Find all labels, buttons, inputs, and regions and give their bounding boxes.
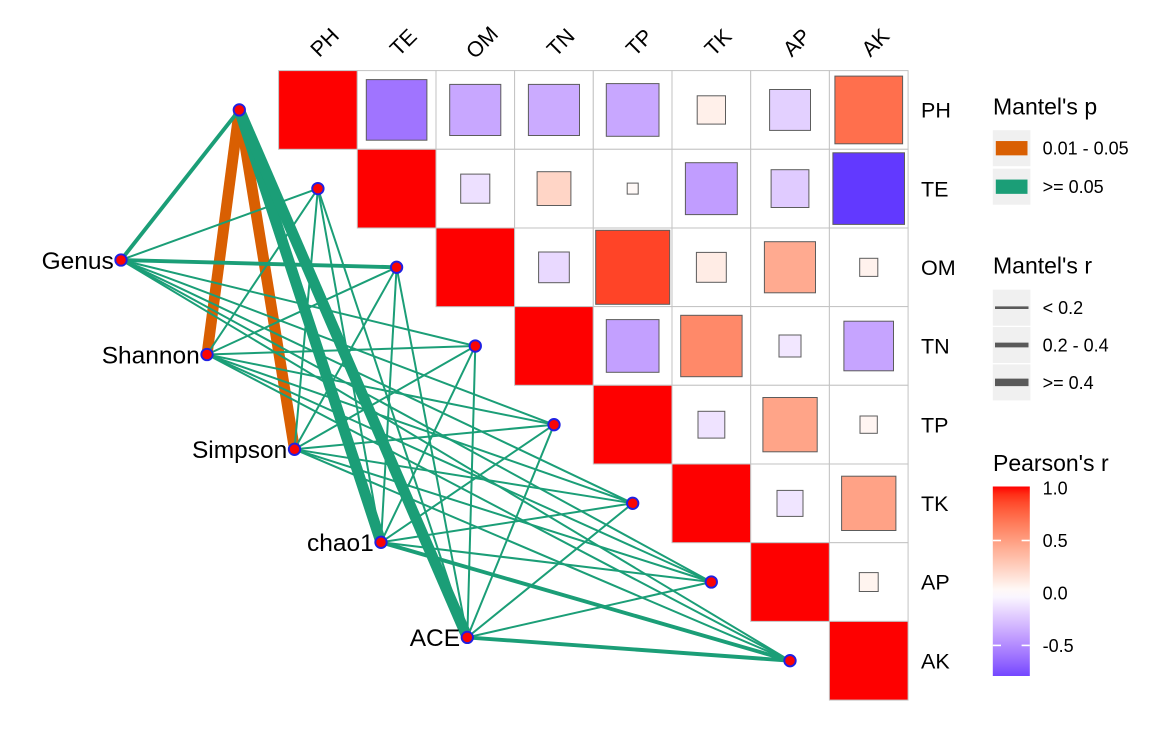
svg-text:PH: PH — [921, 99, 951, 123]
svg-text:0.0: 0.0 — [1043, 583, 1068, 603]
svg-text:Mantel's p: Mantel's p — [993, 93, 1097, 119]
svg-text:Pearson's r: Pearson's r — [993, 450, 1109, 476]
svg-text:AK: AK — [921, 649, 950, 673]
svg-text:Shannon: Shannon — [102, 342, 200, 369]
svg-text:1.0: 1.0 — [1043, 478, 1068, 498]
svg-text:Genus: Genus — [42, 248, 114, 275]
svg-text:AP: AP — [921, 571, 950, 595]
svg-text:TK: TK — [921, 492, 949, 516]
svg-text:OM: OM — [921, 256, 956, 280]
svg-text:0.2 - 0.4: 0.2 - 0.4 — [1043, 335, 1109, 355]
svg-text:TN: TN — [921, 335, 950, 359]
svg-text:>= 0.4: >= 0.4 — [1043, 373, 1094, 393]
svg-text:TE: TE — [921, 177, 948, 201]
svg-text:Mantel's r: Mantel's r — [993, 252, 1092, 278]
svg-text:< 0.2: < 0.2 — [1043, 298, 1084, 318]
svg-text:-0.5: -0.5 — [1043, 636, 1074, 656]
svg-text:ACE: ACE — [410, 625, 460, 652]
svg-text:Simpson: Simpson — [192, 437, 287, 464]
svg-text:>= 0.05: >= 0.05 — [1043, 177, 1104, 197]
svg-text:TP: TP — [921, 413, 948, 437]
svg-text:chao1: chao1 — [307, 530, 374, 557]
svg-text:0.5: 0.5 — [1043, 531, 1068, 551]
svg-text:0.01 - 0.05: 0.01 - 0.05 — [1043, 139, 1129, 159]
